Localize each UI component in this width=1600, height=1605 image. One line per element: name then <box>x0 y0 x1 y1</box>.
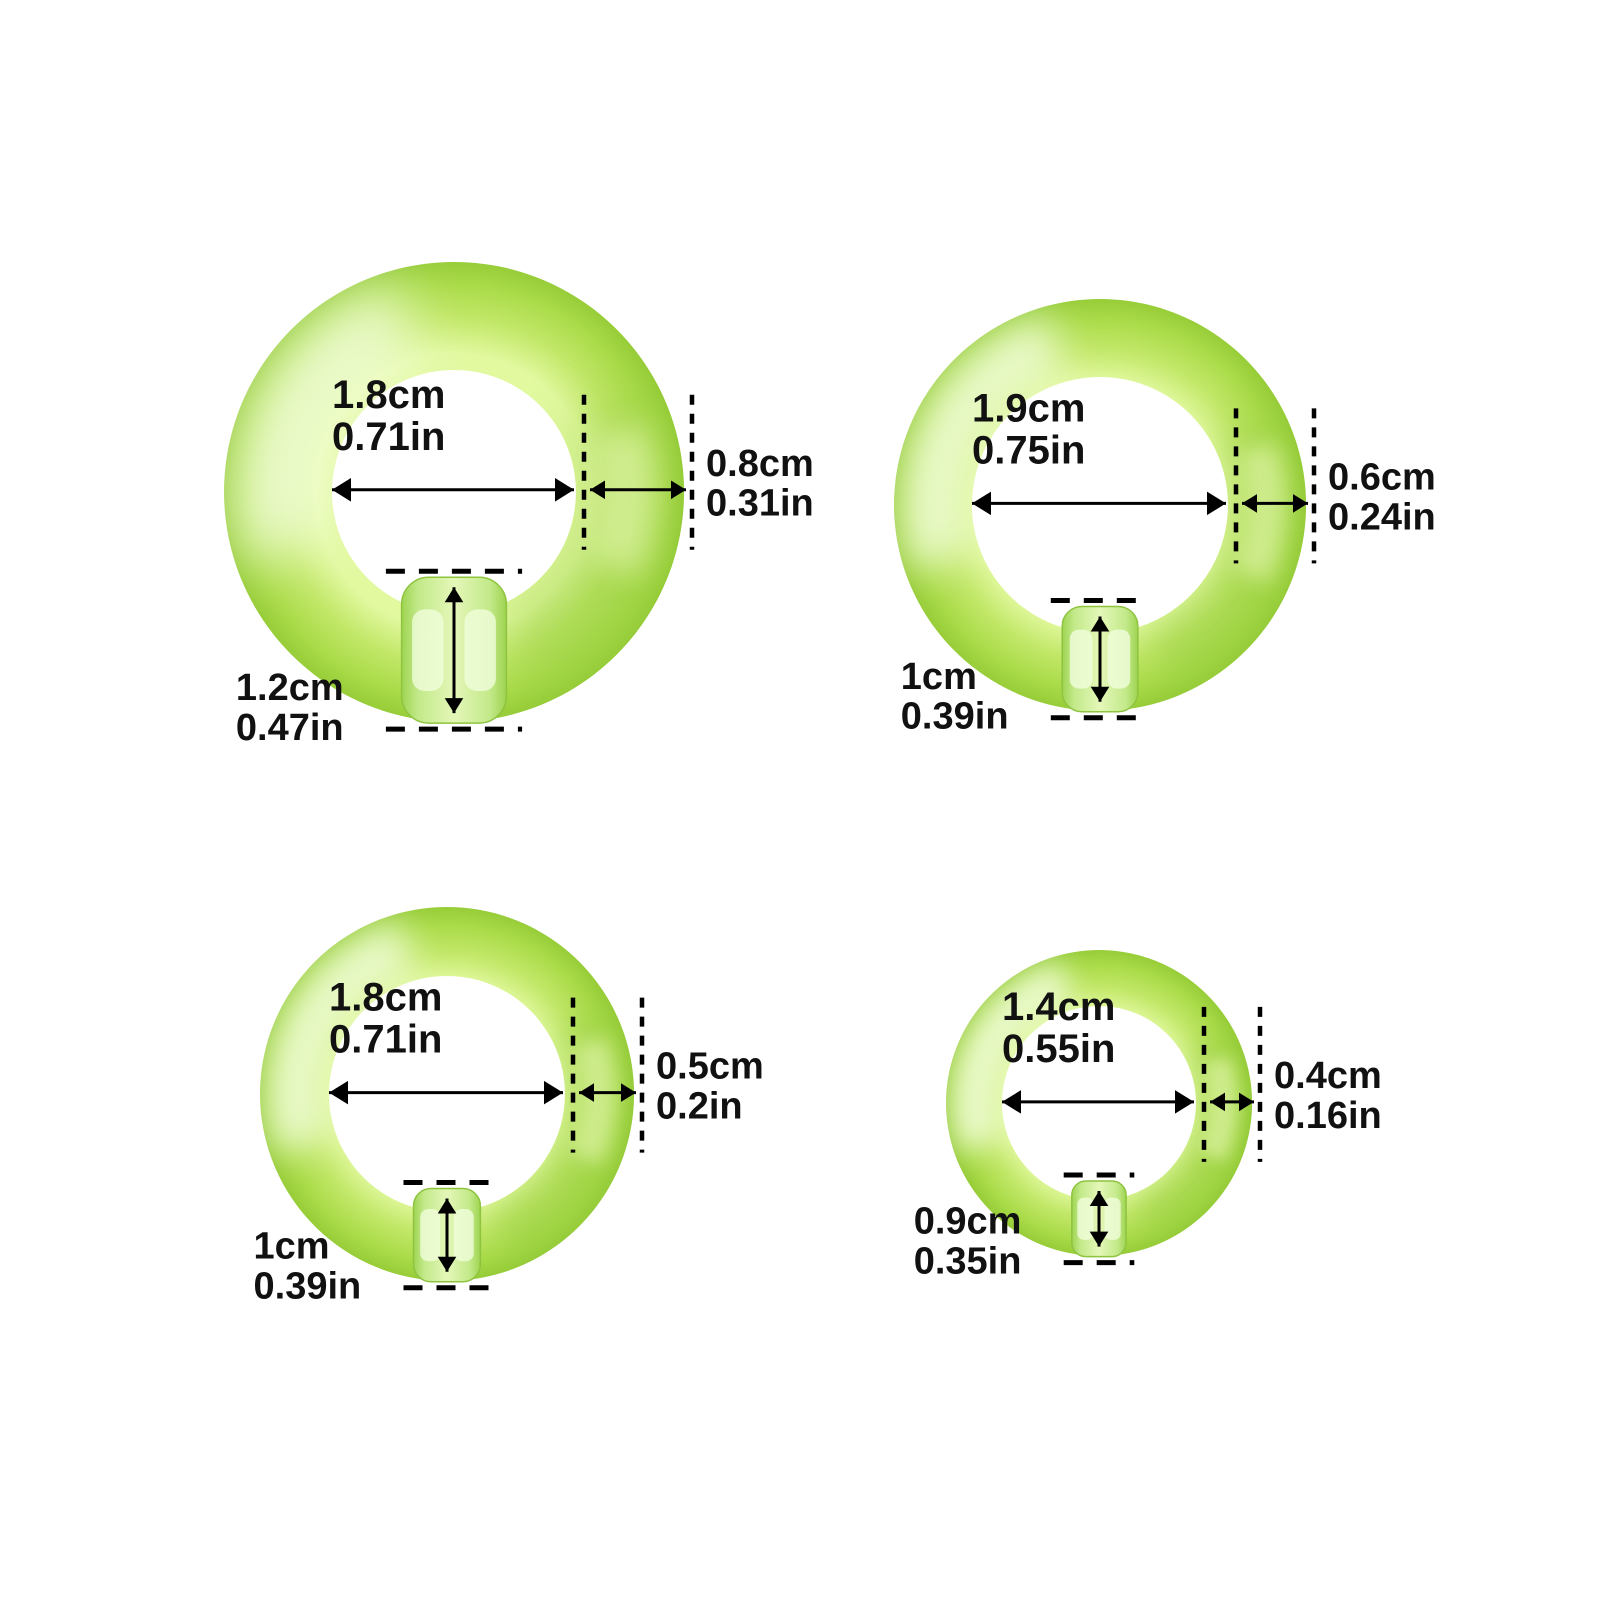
svg-text:1.8cm: 1.8cm <box>332 373 445 417</box>
svg-text:0.71in: 0.71in <box>332 415 445 459</box>
svg-text:1cm: 1cm <box>254 1226 330 1268</box>
svg-text:1cm: 1cm <box>901 656 977 698</box>
svg-text:0.6cm: 0.6cm <box>1328 456 1436 498</box>
svg-text:0.47in: 0.47in <box>236 707 344 749</box>
svg-text:0.39in: 0.39in <box>901 696 1009 738</box>
svg-text:0.2in: 0.2in <box>656 1086 743 1128</box>
svg-text:0.5cm: 0.5cm <box>656 1046 764 1088</box>
svg-text:1.2cm: 1.2cm <box>236 667 344 709</box>
svg-text:0.35in: 0.35in <box>914 1241 1022 1283</box>
svg-text:1.9cm: 1.9cm <box>972 386 1085 430</box>
svg-text:0.75in: 0.75in <box>972 428 1085 472</box>
svg-text:0.55in: 0.55in <box>1002 1027 1115 1071</box>
svg-text:0.39in: 0.39in <box>254 1266 362 1308</box>
svg-text:0.71in: 0.71in <box>329 1018 442 1062</box>
svg-text:0.9cm: 0.9cm <box>914 1201 1022 1243</box>
svg-text:0.4cm: 0.4cm <box>1274 1055 1382 1097</box>
svg-text:0.8cm: 0.8cm <box>706 443 814 485</box>
svg-text:1.8cm: 1.8cm <box>329 976 442 1020</box>
svg-text:0.16in: 0.16in <box>1274 1095 1382 1137</box>
svg-text:1.4cm: 1.4cm <box>1002 985 1115 1029</box>
svg-text:0.24in: 0.24in <box>1328 496 1436 538</box>
svg-text:0.31in: 0.31in <box>706 483 814 525</box>
